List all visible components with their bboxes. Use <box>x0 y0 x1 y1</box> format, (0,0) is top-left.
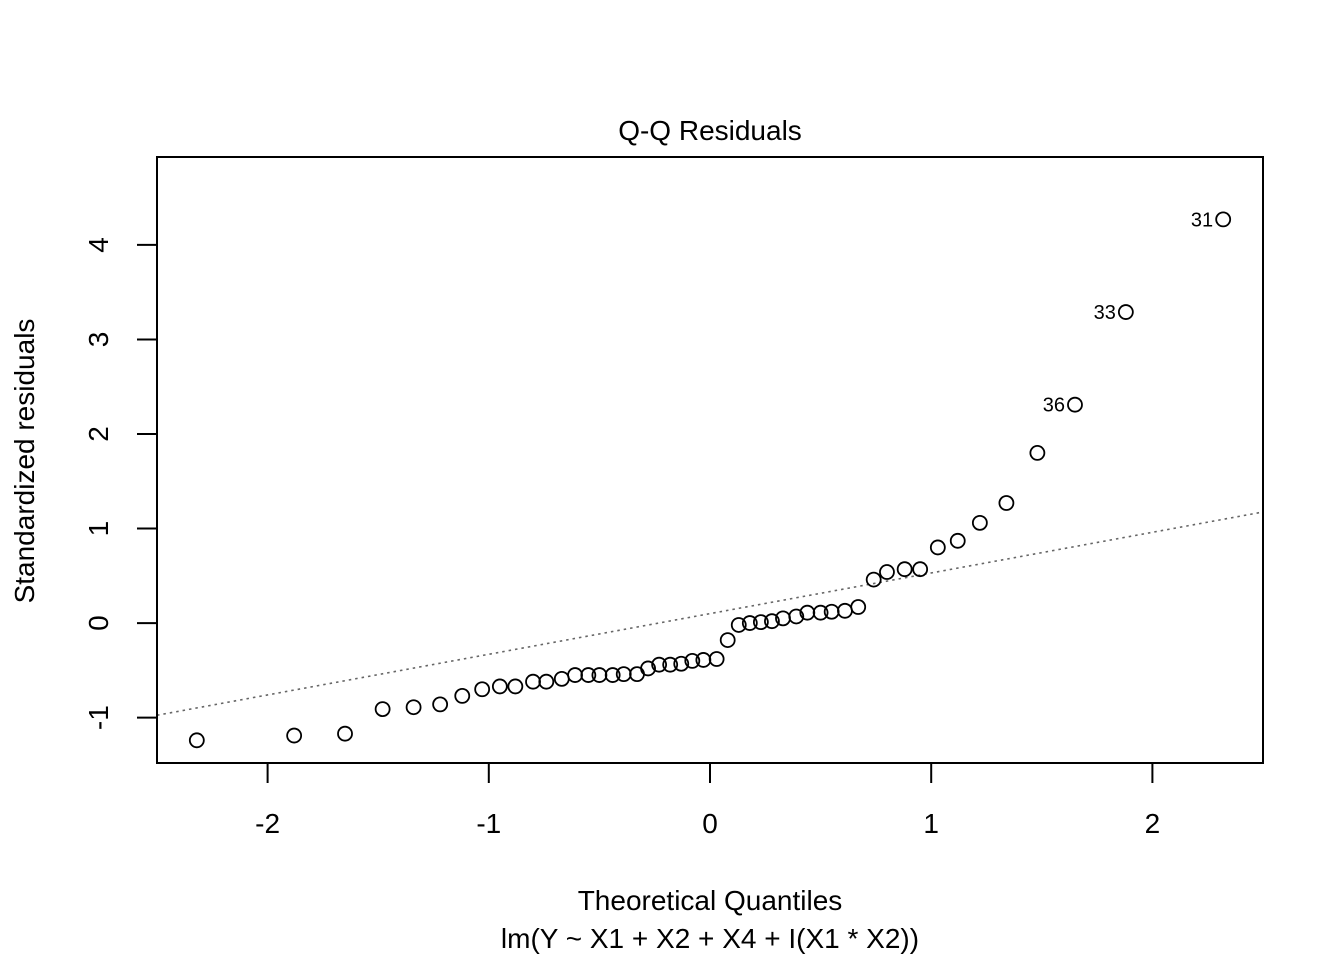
data-point <box>491 678 508 695</box>
y-tick-label: 0 <box>83 615 114 631</box>
data-point <box>998 495 1015 511</box>
y-tick-label: 1 <box>83 521 114 537</box>
data-point <box>730 617 747 633</box>
data-point <box>971 514 988 531</box>
x-axis-sublabel: lm(Y ~ X1 + X2 + X4 + I(X1 * X2)) <box>501 923 919 954</box>
qq-reference-line <box>156 511 1264 717</box>
data-point <box>684 652 701 669</box>
data-point <box>374 701 391 718</box>
data-point <box>538 673 555 690</box>
point-label: 31 <box>1191 209 1213 231</box>
y-tick-label: 4 <box>83 237 114 253</box>
data-point <box>719 632 736 648</box>
data-point <box>879 564 895 580</box>
point-label: 33 <box>1094 302 1116 324</box>
x-axis-title: Theoretical Quantiles <box>578 885 843 916</box>
data-point <box>604 667 621 683</box>
data-point <box>188 732 205 749</box>
data-point <box>507 678 524 695</box>
data-point <box>1117 304 1134 320</box>
data-point <box>337 725 353 742</box>
x-tick-label: -1 <box>476 808 501 839</box>
data-point <box>286 727 303 744</box>
point-label: 36 <box>1043 395 1065 417</box>
data-point <box>454 687 471 704</box>
chart-title: Q-Q Residuals <box>618 115 802 146</box>
x-tick-label: -2 <box>255 808 280 839</box>
x-tick-label: 2 <box>1145 808 1161 839</box>
y-axis-title: Standardized residuals <box>9 319 40 604</box>
data-point <box>850 599 867 615</box>
y-tick-label: 2 <box>83 426 114 442</box>
reference-line-layer <box>156 511 1264 717</box>
y-tick-label: -1 <box>83 705 114 730</box>
x-tick-label: 0 <box>702 808 718 839</box>
x-tick-label: 1 <box>923 808 939 839</box>
data-point <box>432 696 449 713</box>
points-layer: 36 33 31 <box>188 209 1232 749</box>
data-point <box>896 561 913 578</box>
data-point <box>640 660 656 677</box>
data-point <box>865 571 882 588</box>
data-point <box>708 651 725 667</box>
data-point <box>405 699 422 716</box>
y-axis: -1 0 1 2 3 4 <box>83 237 158 730</box>
data-point <box>812 604 829 621</box>
data-point <box>764 613 780 630</box>
data-point <box>662 656 679 673</box>
data-point <box>474 681 491 698</box>
x-axis: -2 -1 0 1 2 <box>255 762 1161 839</box>
data-point <box>580 667 597 683</box>
data-point <box>1067 396 1083 413</box>
data-point <box>741 615 758 631</box>
data-point <box>651 656 668 673</box>
data-point <box>673 655 690 672</box>
data-point <box>1029 445 1046 461</box>
data-point <box>752 614 769 631</box>
data-point <box>929 539 946 556</box>
data-point <box>1215 211 1232 228</box>
data-point <box>912 561 929 578</box>
data-point <box>949 532 966 549</box>
data-point <box>788 608 805 625</box>
y-tick-label: 3 <box>83 332 114 348</box>
